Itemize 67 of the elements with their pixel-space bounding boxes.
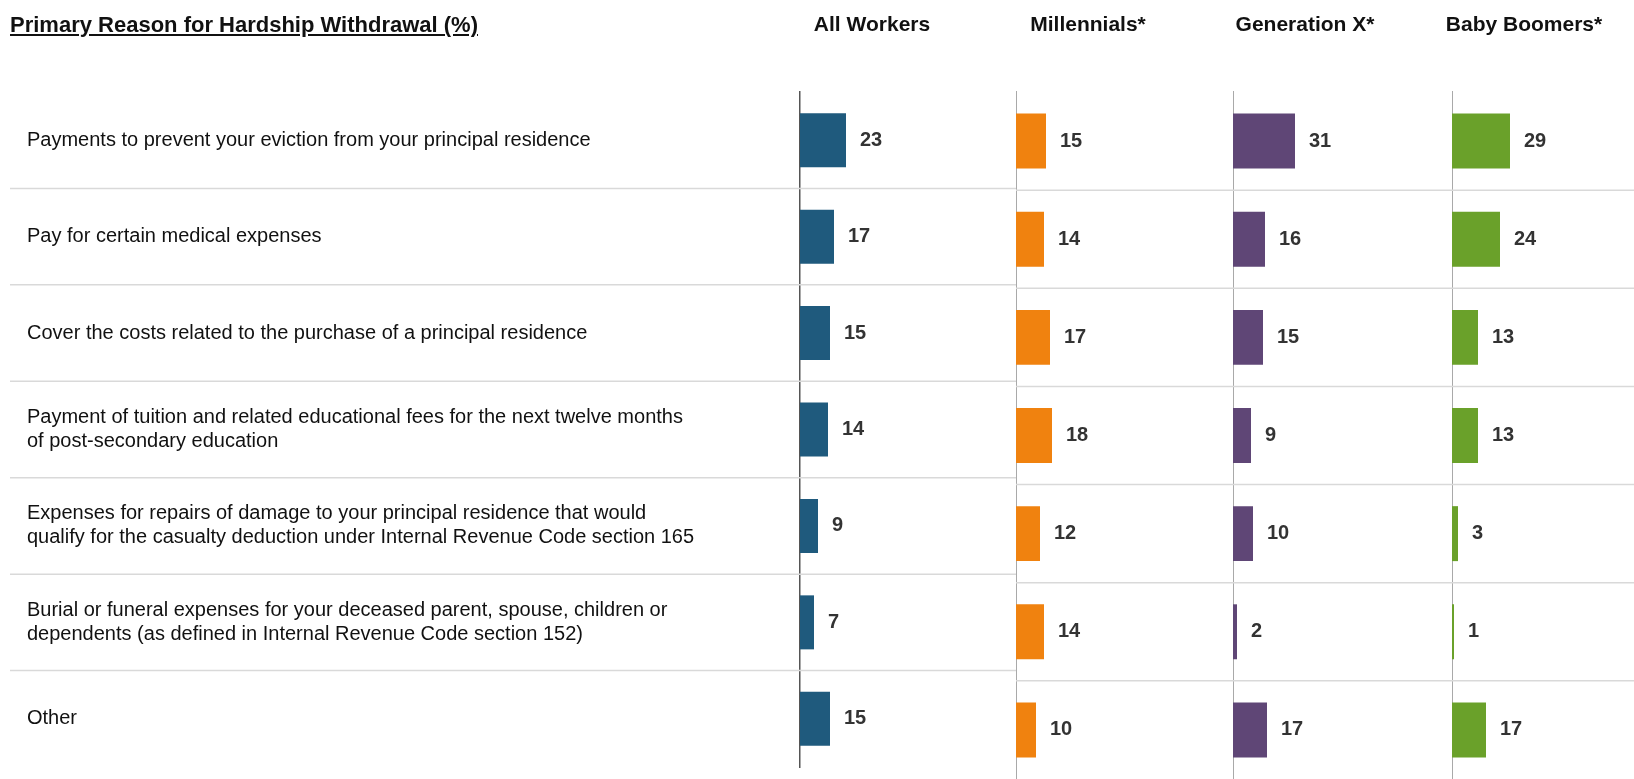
data-label: 13 [1492,324,1515,347]
bar [1233,506,1253,562]
chart-title: Millennials* [1030,12,1146,36]
bar [1016,604,1044,660]
y-tick-label: Payments to prevent your eviction from your principal residence [27,127,591,150]
bar [800,691,830,746]
y-tick-label: Expenses for repairs of damage to your principal residence that would qualify for the casualty deduction under Internal Revenue Code section 165 [27,501,695,548]
y-tick-label: Cover the costs related to the purchase of a principal residence [27,320,588,343]
data-label: 9 [1265,423,1277,446]
chart-title: All Workers [813,12,931,36]
data-label: 2 [1251,619,1263,642]
y-axis-title: Primary Reason for Hardship Withdrawal (%) [10,12,479,38]
bar [1233,702,1267,758]
bar [1452,113,1510,169]
bar [800,498,818,553]
bar [1233,604,1237,660]
data-label: 17 [848,224,871,247]
bar [800,209,834,264]
bar [1016,309,1050,365]
bar [1016,211,1044,267]
data-label: 9 [832,513,844,536]
bar [1016,113,1046,169]
bar [1233,309,1263,365]
data-label: 10 [1267,521,1290,544]
bar [800,113,846,168]
data-label: 7 [828,609,840,632]
data-label: 13 [1492,423,1515,446]
bar [1452,408,1478,463]
bar [1016,408,1052,463]
bar [800,306,830,361]
y-tick-label: Other [27,706,78,729]
data-label: 24 [1514,226,1538,249]
data-label: 15 [1277,324,1300,347]
data-label: 29 [1524,128,1547,151]
y-tick-label: Payment of tuition and related educational fees for the next twelve months of post-secondary education [27,405,683,452]
chart-title: Generation X* [1235,12,1375,36]
data-label: 3 [1472,521,1484,544]
data-label: 16 [1279,226,1302,249]
bar [1452,506,1458,562]
data-label: 15 [1060,128,1083,151]
data-label: 18 [1066,423,1089,446]
bar [1452,211,1500,267]
data-label: 17 [1500,717,1523,740]
data-label: 31 [1309,128,1332,151]
y-tick-label: Pay for certain medical expenses [27,224,322,247]
chart-title: Baby Boomers* [1445,12,1603,36]
bar [1452,702,1486,758]
data-label: 14 [1058,619,1082,642]
bar [1233,408,1251,463]
bar [800,402,828,457]
bar [1016,506,1040,562]
data-label: 10 [1050,717,1073,740]
data-label: 12 [1054,521,1077,544]
data-label: 14 [1058,226,1082,249]
data-label: 15 [844,706,867,729]
y-tick-label: Burial or funeral expenses for your deceased parent, spouse, children or dependents (as defined in Internal Revenue Code section 152) [27,597,668,644]
bar [1233,211,1265,267]
bar [1233,113,1295,169]
data-label: 1 [1468,619,1480,642]
data-label: 15 [844,320,867,343]
data-label: 23 [860,127,883,150]
bar [1452,309,1478,365]
data-label: 14 [842,417,866,440]
data-label: 17 [1064,324,1087,347]
data-label: 17 [1281,717,1304,740]
bar [1016,702,1036,758]
bar [800,595,814,650]
